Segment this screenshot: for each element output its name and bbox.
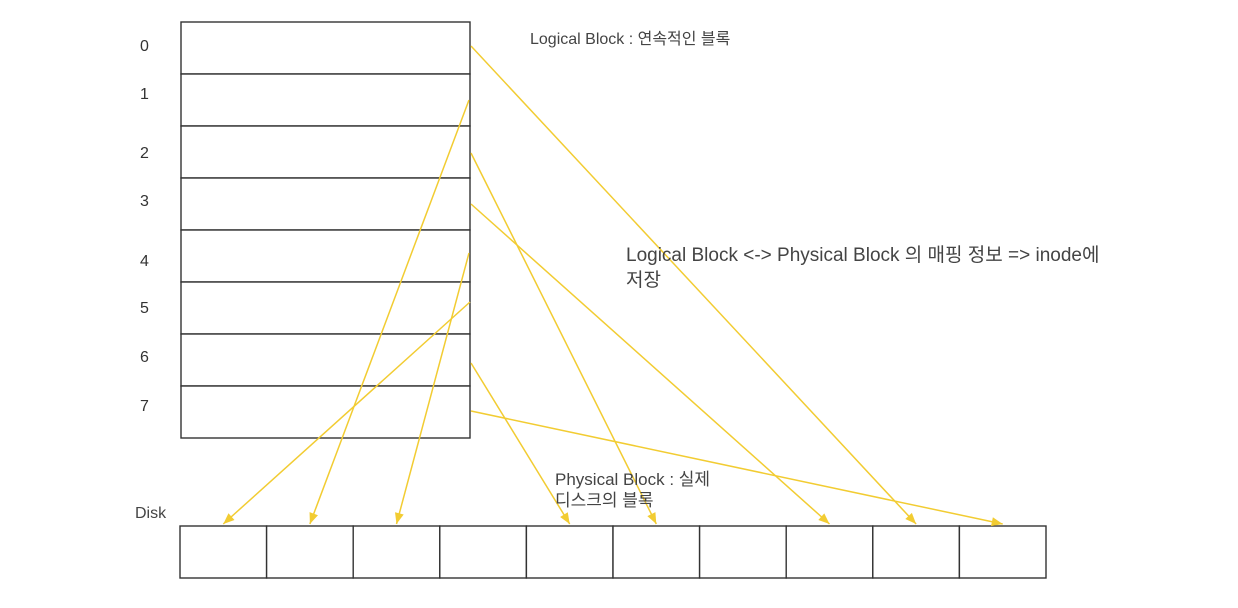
logical-block-index: 5 [140,300,149,317]
physical-block-line1: Physical Block : 실제 [555,470,711,489]
logical-block-table [180,21,471,439]
mapping-arrow [470,410,1003,527]
disk-block-cell [525,525,614,579]
logical-block-cell [180,177,471,231]
mapping-arrow [470,362,571,525]
disk-block-cell [958,525,1047,579]
physical-block-line2: 디스크의 블록 [555,491,654,510]
mapping-arrows [222,45,1003,527]
disk-block-cell [612,525,701,579]
disk-block-row [179,525,1047,579]
disk-block-cell [352,525,441,579]
disk-block-cell [265,525,354,579]
logical-block-cell [180,125,471,179]
logical-block-cell [180,21,471,75]
arrow-head [905,512,917,524]
logical-block-index: 1 [140,86,149,103]
arrow-head [818,513,830,524]
arrow-head [560,512,570,524]
mapping-arrow [470,152,657,525]
logical-block-cell [180,229,471,283]
logical-block-index: 4 [140,253,149,270]
disk-label: Disk [135,505,167,522]
mapping-info-label: Logical Block <-> Physical Block 의 매핑 정보… [626,243,1146,293]
arrow-head [647,512,657,524]
logical-block-label: Logical Block : 연속적인 블록 [530,31,731,48]
mapping-arrow [394,252,470,525]
mapping-arrow [470,45,917,525]
logical-block-cell [180,333,471,387]
mapping-arrow [222,301,471,525]
mapping-arrow [470,203,830,525]
logical-block-index: 6 [140,349,149,366]
logical-block-index: 2 [140,145,149,162]
disk-block-cell [785,525,874,579]
physical-block-label: Physical Block : 실제 디스크의 블록 [555,469,745,511]
arrow-head [394,512,404,524]
mapping-arrow [309,99,470,525]
mapping-info-line1: Logical Block <-> Physical Block 의 매핑 정보… [626,245,1100,266]
disk-block-cell [179,525,268,579]
arrow-head [991,517,1003,527]
logical-block-index: 0 [140,38,149,55]
disk-block-cell [872,525,961,579]
arrow-head [309,512,318,524]
logical-block-cell [180,73,471,127]
logical-block-index: 7 [140,398,149,415]
disk-block-cell [698,525,787,579]
mapping-info-line2: 저장 [626,270,661,291]
logical-block-index: 3 [140,193,149,210]
disk-block-cell [439,525,528,579]
arrow-head [223,513,235,524]
logical-block-cell [180,281,471,335]
